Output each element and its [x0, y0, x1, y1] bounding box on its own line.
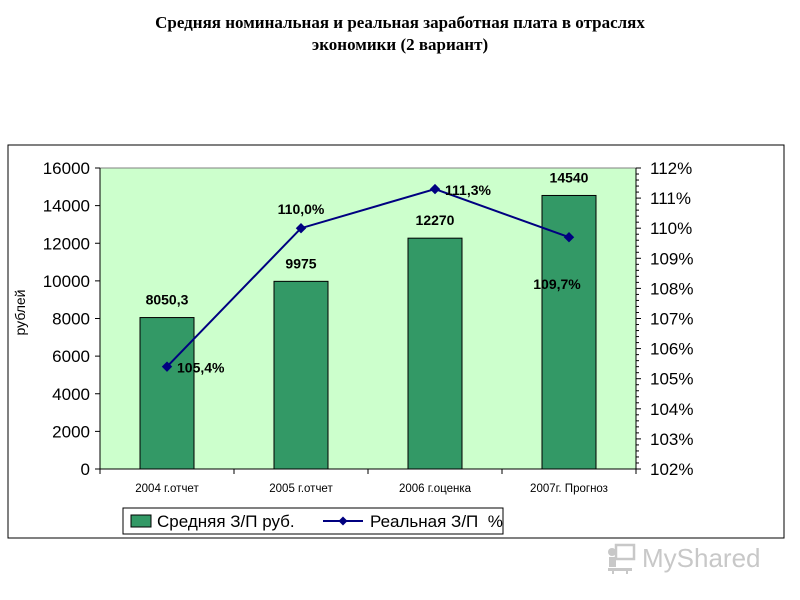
slide-title-line1: Средняя номинальная и реальная заработна…	[155, 13, 645, 32]
bar-data-label: 14540	[550, 169, 589, 185]
left-axis-tick-label: 8000	[52, 310, 90, 329]
left-axis-tick-label: 2000	[52, 422, 90, 441]
teacher-board-icon	[606, 542, 636, 574]
left-axis-tick-label: 10000	[43, 272, 90, 291]
slide-title-line2: экономики (2 вариант)	[311, 35, 489, 54]
x-axis-tick-label: 2004 г.отчет	[135, 483, 199, 495]
right-axis-tick-label: 108%	[650, 279, 693, 298]
watermark-text: MyShared	[642, 542, 761, 573]
legend-label-line: Реальная З/П %	[370, 512, 503, 531]
bar-data-label: 8050,3	[146, 292, 189, 308]
line-point	[161, 361, 173, 372]
x-axis-tick-label: 2006 г.оценка	[399, 483, 472, 495]
left-axis-tick-label: 4000	[52, 385, 90, 404]
left-axis-tick-label: 6000	[52, 347, 90, 366]
bar-data-label: 9975	[285, 255, 316, 271]
legend-label-bar: Средняя З/П руб.	[157, 512, 295, 531]
right-axis-tick-label: 107%	[650, 310, 693, 329]
left-axis-tick-label: 0	[81, 460, 90, 479]
bar	[139, 317, 195, 470]
bar	[407, 237, 463, 470]
line-series	[166, 188, 570, 368]
right-axis-tick-label: 103%	[650, 430, 693, 449]
right-axis-tick-label: 102%	[650, 460, 693, 479]
line-point	[429, 183, 441, 195]
bar	[273, 280, 329, 470]
left-axis-tick-label: 14000	[43, 197, 90, 216]
slide-title: Средняя номинальная и реальная заработна…	[60, 12, 740, 56]
line-data-label: 111,3%	[445, 182, 491, 198]
y-axis-title: рублей	[12, 290, 28, 336]
legend-swatch-bar	[130, 514, 152, 528]
right-axis-tick-label: 105%	[650, 370, 693, 389]
right-axis-tick-label: 109%	[650, 249, 693, 268]
right-axis-tick-label: 111%	[650, 189, 691, 208]
line-point	[563, 232, 575, 243]
line-point	[295, 222, 307, 234]
right-axis-tick-label: 110%	[650, 219, 692, 238]
watermark: MyShared	[606, 538, 786, 578]
line-data-label: 105,4%	[177, 360, 225, 376]
right-axis-tick-label: 106%	[650, 340, 693, 359]
left-axis-tick-label: 12000	[43, 234, 90, 253]
right-axis-tick-label: 112%	[650, 159, 692, 178]
legend-swatch-marker	[338, 516, 348, 526]
right-axis-tick-label: 104%	[650, 400, 693, 419]
bar-data-label: 12270	[416, 212, 455, 228]
legend	[122, 507, 504, 535]
line-data-label: 109,7%	[533, 276, 581, 292]
x-axis-tick-label: 2007г. Прогноз	[530, 483, 608, 495]
line-data-label: 110,0%	[278, 201, 325, 217]
left-axis-tick-label: 16000	[43, 159, 90, 178]
x-axis-tick-label: 2005 г.отчет	[269, 483, 333, 495]
